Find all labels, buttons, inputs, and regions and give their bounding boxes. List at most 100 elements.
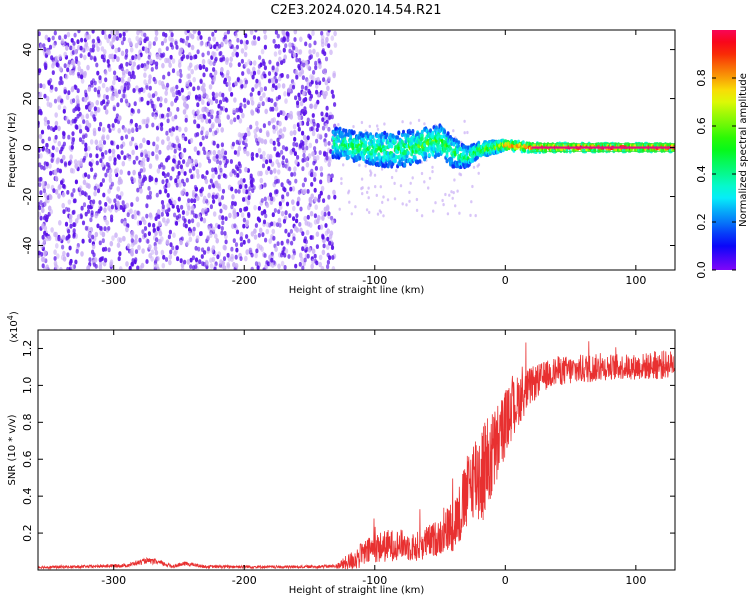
noise-cell (180, 167, 185, 174)
noise-cell (415, 208, 419, 212)
noise-cell (180, 204, 184, 210)
noise-cell (125, 226, 129, 233)
noise-cell (50, 55, 54, 61)
noise-cell (127, 170, 131, 176)
noise-cell (138, 237, 142, 243)
noise-cell (186, 95, 191, 100)
noise-cell (165, 178, 169, 184)
noise-cell (143, 233, 147, 238)
signal-cell (445, 158, 449, 164)
noise-cell (327, 115, 331, 121)
noise-cell (67, 161, 71, 166)
noise-cell (315, 138, 319, 144)
noise-cell (307, 33, 311, 39)
noise-cell (138, 220, 142, 226)
noise-cell (43, 215, 47, 221)
noise-cell (172, 232, 176, 238)
signal-cell (336, 149, 340, 154)
noise-cell (64, 162, 68, 168)
noise-cell (305, 246, 309, 252)
noise-cell (140, 87, 144, 92)
signal-cell (393, 158, 397, 164)
noise-cell (81, 190, 85, 196)
noise-cell (145, 85, 149, 90)
signal-cell (420, 129, 424, 135)
noise-cell (165, 46, 169, 51)
noise-cell (134, 122, 138, 128)
noise-cell (141, 229, 145, 235)
noise-cell (120, 191, 124, 197)
noise-cell (168, 254, 173, 260)
noise-cell (417, 118, 421, 122)
noise-cell (47, 37, 51, 43)
noise-cell (310, 126, 314, 131)
noise-cell (85, 34, 90, 41)
noise-cell (274, 71, 278, 77)
noise-cell (88, 238, 92, 244)
noise-cell (79, 128, 83, 134)
noise-cell (211, 167, 215, 173)
noise-cell (148, 190, 152, 196)
noise-cell (160, 126, 164, 132)
noise-cell (303, 188, 308, 195)
noise-cell (135, 196, 140, 202)
noise-cell (150, 103, 155, 109)
noise-cell (313, 177, 317, 182)
noise-cell (284, 210, 288, 216)
noise-cell (287, 87, 291, 93)
noise-cell (275, 96, 279, 102)
noise-cell (95, 160, 99, 166)
y-axis-label: Frequency (Hz) (7, 112, 18, 188)
noise-cell (241, 71, 245, 76)
noise-cell (395, 169, 398, 173)
noise-cell (163, 185, 167, 190)
noise-cell (138, 124, 142, 130)
noise-cell (114, 232, 118, 238)
noise-cell (76, 98, 80, 105)
noise-cell (101, 238, 105, 244)
noise-cell (87, 174, 91, 180)
noise-cell (127, 155, 132, 162)
noise-cell (130, 238, 134, 243)
signal-cell (438, 144, 442, 149)
noise-cell (325, 155, 329, 161)
noise-cell (103, 49, 107, 55)
noise-cell (44, 34, 49, 41)
noise-cell (115, 36, 119, 41)
noise-cell (180, 262, 185, 269)
noise-cell (164, 90, 168, 96)
noise-cell (81, 220, 86, 226)
noise-cell (147, 231, 151, 237)
noise-cell (318, 150, 322, 156)
noise-cell (141, 216, 145, 222)
noise-cell (184, 126, 188, 133)
noise-cell (65, 94, 70, 101)
noise-cell (63, 34, 67, 40)
noise-cell (174, 221, 179, 226)
noise-cell (106, 37, 110, 44)
noise-cell (316, 123, 320, 129)
noise-cell (68, 245, 72, 251)
noise-cell (148, 212, 153, 218)
noise-cell (242, 217, 246, 223)
noise-cell (146, 239, 150, 244)
noise-cell (152, 227, 156, 233)
noise-cell (233, 117, 237, 123)
noise-cell (143, 226, 148, 231)
noise-cell (270, 221, 274, 227)
noise-cell (61, 244, 65, 250)
noise-cell (274, 43, 278, 49)
noise-cell (326, 228, 331, 234)
noise-cell (282, 110, 286, 117)
noise-cell (178, 78, 182, 84)
noise-cell (51, 145, 55, 151)
noise-cell (202, 261, 206, 267)
noise-cell (288, 42, 292, 48)
noise-cell (160, 41, 165, 46)
noise-cell (145, 123, 149, 129)
noise-cell (314, 204, 319, 210)
noise-region (38, 30, 481, 270)
noise-cell (46, 183, 50, 189)
signal-cell (369, 135, 373, 140)
noise-cell (305, 229, 310, 236)
